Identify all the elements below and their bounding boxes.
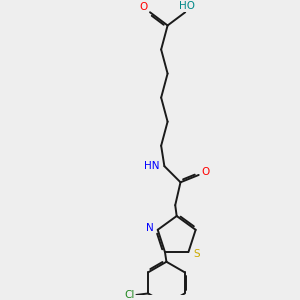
- Text: HO: HO: [179, 1, 195, 11]
- Text: Cl: Cl: [124, 290, 134, 300]
- Text: N: N: [146, 223, 153, 233]
- Text: HN: HN: [144, 161, 160, 171]
- Text: S: S: [193, 249, 200, 259]
- Text: O: O: [201, 167, 209, 177]
- Text: O: O: [140, 2, 148, 12]
